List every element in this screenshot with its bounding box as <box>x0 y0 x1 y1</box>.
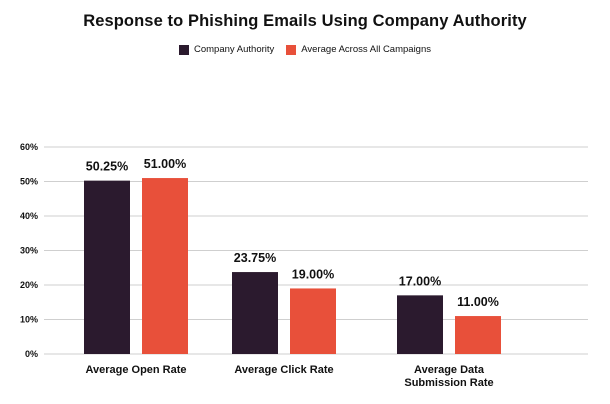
y-tick-label-60: 60% <box>20 142 38 152</box>
bar-value-label-0-0: 50.25% <box>86 160 128 174</box>
y-tick-label-30: 30% <box>20 246 38 256</box>
y-tick-label-50: 50% <box>20 177 38 187</box>
bar-value-label-1-1: 19.00% <box>292 267 334 281</box>
y-tick-label-20: 20% <box>20 280 38 290</box>
bar-1-0 <box>232 272 278 354</box>
y-tick-label-10: 10% <box>20 315 38 325</box>
category-label-2-line-1: Submission Rate <box>404 377 493 389</box>
category-label-0-line-0: Average Open Rate <box>85 364 186 376</box>
legend-label-average-all-campaigns: Average Across All Campaigns <box>301 44 431 55</box>
bar-0-1 <box>142 178 188 354</box>
y-tick-label-0: 0% <box>25 349 38 359</box>
legend-swatch-company-authority <box>179 44 189 55</box>
category-label-2-line-0: Average Data <box>414 364 485 376</box>
y-tick-label-40: 40% <box>20 211 38 221</box>
legend-item-company-authority: Company Authority <box>179 44 274 55</box>
bar-2-0 <box>397 295 443 354</box>
legend-item-average-all-campaigns: Average Across All Campaigns <box>286 44 431 55</box>
bar-0-0 <box>84 180 130 354</box>
legend-swatch-average-all-campaigns <box>286 44 297 55</box>
bar-1-1 <box>290 288 336 354</box>
bar-value-label-2-1: 11.00% <box>457 295 499 309</box>
bar-value-label-1-0: 23.75% <box>234 251 276 265</box>
chart-title: Response to Phishing Emails Using Compan… <box>83 12 527 30</box>
chart-legend: Company Authority Average Across All Cam… <box>0 44 610 55</box>
legend-label-company-authority: Company Authority <box>194 44 275 55</box>
bar-value-label-0-1: 51.00% <box>144 157 186 171</box>
category-label-1-line-0: Average Click Rate <box>234 364 333 376</box>
bar-2-1 <box>455 316 501 354</box>
bar-value-label-2-0: 17.00% <box>399 274 441 288</box>
